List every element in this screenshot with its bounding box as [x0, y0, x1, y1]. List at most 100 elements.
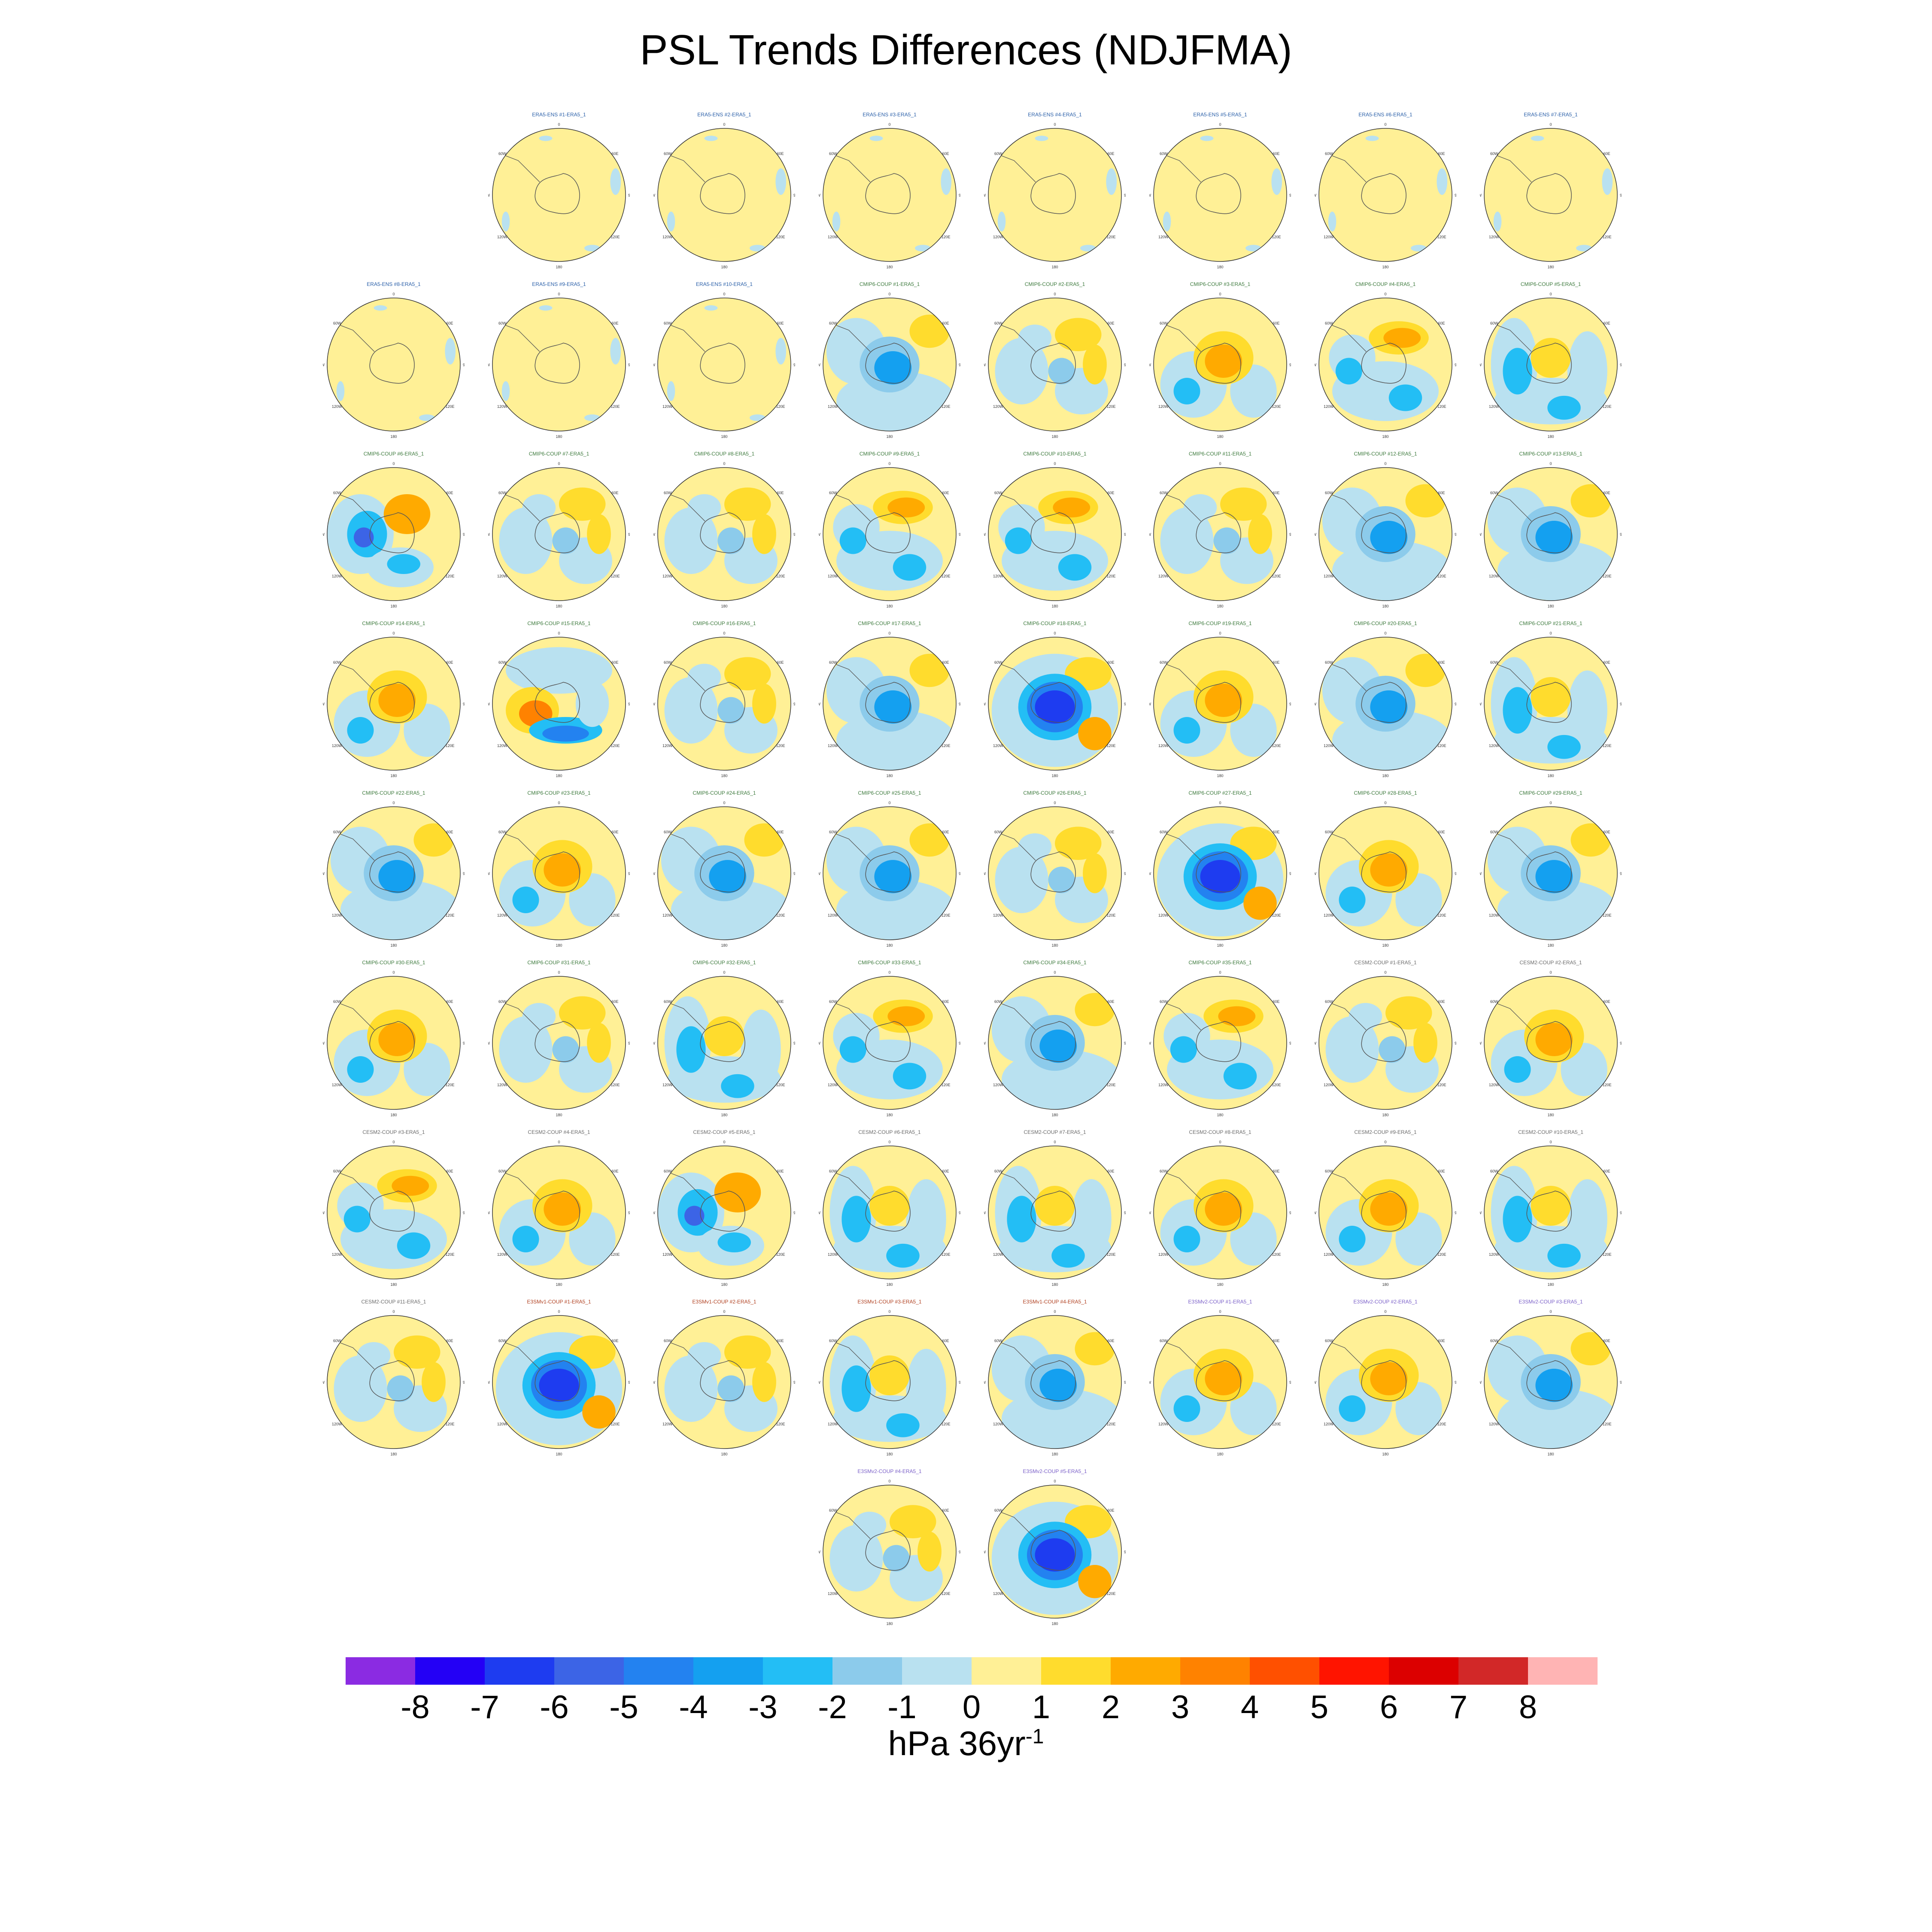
antarctica-coastline: [369, 1021, 415, 1062]
anomaly-contour: [1200, 860, 1240, 893]
map-border: [1484, 298, 1618, 431]
anomaly-contour: [717, 697, 744, 724]
longitude-label: 90W: [1315, 1211, 1316, 1215]
longitude-label: 90E: [1289, 872, 1291, 876]
longitude-label: 180: [886, 1622, 893, 1626]
polar-map: 0 60W 60E 90W 90E 120W 120E 180: [1480, 970, 1622, 1117]
longitude-label: 0: [1219, 970, 1221, 975]
panel-title: CMIP6-COUP #21-ERA5_1: [1519, 620, 1583, 626]
longitude-label: 90W: [653, 1211, 655, 1215]
panel-title: E3SMv1-COUP #4-ERA5_1: [1023, 1299, 1087, 1305]
anomaly-contour: [1413, 1023, 1437, 1063]
anomaly-contour: [1576, 245, 1592, 252]
anomaly-contour: [387, 554, 420, 574]
panel-title: ERA5-ENS #3-ERA5_1: [863, 112, 917, 118]
polar-map: 0 60W 60E 90W 90E 120W 120E 180: [1149, 970, 1291, 1117]
anomaly-contour: [714, 1173, 761, 1212]
map-border: [657, 1315, 791, 1449]
polar-map: 0 60W 60E 90W 90E 120W 120E 180: [323, 292, 465, 439]
panel-title: ERA5-ENS #7-ERA5_1: [1524, 112, 1578, 118]
map-panel: E3SMv2-COUP #1-ERA5_1 0 60W 60E 90W 90E 120W 12…: [1149, 1299, 1291, 1458]
map-border: [1318, 128, 1452, 262]
colorbar-swatch: [1180, 1657, 1250, 1685]
map-panel: CMIP6-COUP #3-ERA5_1 0 60W 60E 90W 90E 120W 120…: [1149, 281, 1291, 440]
longitude-label: 90E: [463, 1380, 465, 1385]
anomaly-contour: [1213, 527, 1240, 554]
longitude-label: 120W: [828, 235, 838, 239]
anomaly-contour: [1173, 717, 1200, 744]
longitude-label: 120W: [828, 1592, 838, 1596]
map-border: [823, 1145, 957, 1279]
longitude-label: 180: [1051, 774, 1058, 778]
anomaly-contour: [392, 1176, 429, 1196]
map-border: [657, 637, 791, 771]
map-border: [988, 806, 1122, 940]
polar-map: 0 60W 60E 90W 90E 120W 120E 180: [1315, 970, 1456, 1117]
longitude-label: 90E: [1124, 1211, 1126, 1215]
longitude-label: 180: [1051, 1282, 1058, 1287]
longitude-label: 0: [1549, 970, 1552, 975]
colorbar: -8 -7 -6 -5 -4 -3 -2 -1 0 1 2 3 4 5 6 7 8: [346, 1657, 1602, 1725]
polar-map: 0 60W 60E 90W 90E 120W 120E 180: [1480, 292, 1622, 439]
map-border: [1318, 1145, 1452, 1279]
longitude-label: 60W: [829, 1339, 837, 1343]
longitude-label: 60W: [1490, 491, 1498, 495]
antarctica-coastline: [1361, 512, 1406, 553]
longitude-label: 180: [556, 1452, 562, 1456]
longitude-label: 90E: [1455, 702, 1456, 706]
antarctica-coastline: [1030, 173, 1076, 214]
longitude-label: 90W: [323, 1211, 325, 1215]
polar-map: 0 60W 60E 90W 90E 120W 120E 180: [323, 970, 465, 1117]
longitude-label: 90W: [819, 532, 820, 537]
map-panel: E3SMv1-COUP #1-ERA5_1 0 60W 60E 90W 90E 120W 12…: [488, 1299, 630, 1458]
antarctica-coastline: [1361, 1360, 1406, 1401]
map-border: [823, 1485, 957, 1619]
longitude-label: 60W: [333, 1169, 341, 1173]
map-panel: CMIP6-COUP #17-ERA5_1 0 60W 60E 90W 90E 120W 12…: [819, 620, 960, 779]
longitude-label: 60W: [994, 1508, 1002, 1513]
map-border: [657, 467, 791, 601]
longitude-label: 90E: [1289, 1380, 1291, 1385]
antarctica-coastline: [1196, 343, 1241, 384]
colorbar-swatch: [1319, 1657, 1389, 1685]
longitude-label: 90E: [1455, 872, 1456, 876]
antarctica-coastline: [535, 1021, 580, 1062]
longitude-label: 60W: [1490, 1339, 1498, 1343]
longitude-label: 120E: [611, 1422, 620, 1426]
anomaly-contour: [886, 1243, 920, 1268]
map-panel: ERA5-ENS #5-ERA5_1 0 60W 60E 90W 90E 120W 120E 1…: [1149, 112, 1291, 270]
anomaly-contour: [512, 887, 539, 913]
longitude-label: 120E: [776, 744, 785, 748]
anomaly-contour: [874, 690, 912, 724]
map-border: [988, 128, 1122, 262]
anomaly-contour: [1567, 331, 1607, 411]
longitude-label: 0: [392, 631, 395, 635]
polar-map: 0 60W 60E 90W 90E 120W 120E 180: [1315, 292, 1456, 439]
longitude-label: 120W: [662, 574, 673, 578]
longitude-label: 120W: [993, 1592, 1003, 1596]
longitude-label: 90E: [1455, 363, 1456, 367]
anomaly-contour: [1328, 211, 1337, 232]
longitude-label: 0: [723, 631, 725, 635]
longitude-label: 120W: [1158, 744, 1169, 748]
longitude-label: 0: [1054, 462, 1056, 466]
longitude-label: 90E: [1620, 702, 1622, 706]
longitude-label: 90E: [1289, 702, 1291, 706]
longitude-label: 180: [886, 604, 893, 608]
longitude-label: 180: [390, 604, 397, 608]
map-panel: CMIP6-COUP #21-ERA5_1 0 60W 60E 90W 90E 120W 12…: [1480, 620, 1622, 779]
longitude-label: 0: [1054, 292, 1056, 296]
anomaly-contour: [1535, 860, 1573, 893]
anomaly-contour: [1503, 1196, 1532, 1242]
anomaly-contour: [1547, 735, 1581, 759]
map-border: [988, 298, 1122, 431]
colorbar-tick-label: 7: [1449, 1689, 1467, 1719]
longitude-label: 60W: [1490, 321, 1498, 325]
longitude-label: 0: [888, 122, 890, 127]
panel-title: ERA5-ENS #5-ERA5_1: [1193, 112, 1247, 118]
longitude-label: 60W: [498, 152, 507, 156]
antarctica-coastline: [1196, 1021, 1241, 1062]
anomaly-contour: [1571, 823, 1611, 857]
polar-map: 0 60W 60E 90W 90E 120W 120E 180: [488, 292, 630, 439]
polar-map: 0 60W 60E 90W 90E 120W 120E 180: [819, 292, 960, 439]
